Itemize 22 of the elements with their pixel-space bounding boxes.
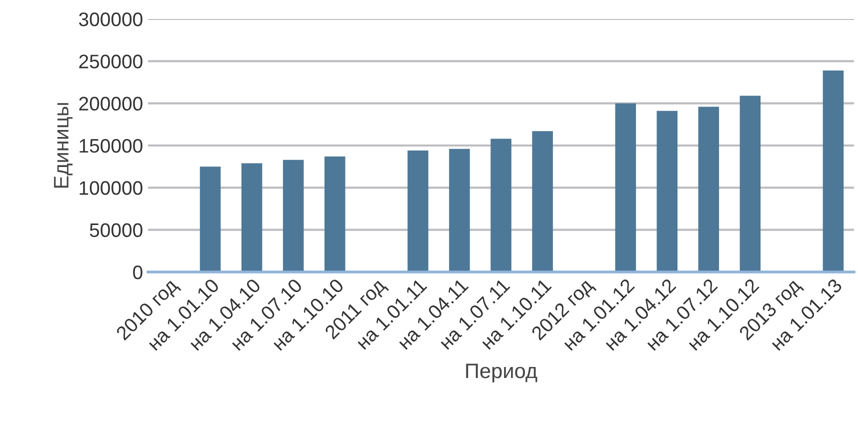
x-axis-title: Период [466, 364, 538, 382]
y-tick-label: 50000 [90, 223, 142, 238]
bar [615, 103, 636, 272]
bar [532, 131, 553, 272]
y-tick-label: 200000 [79, 96, 142, 111]
y-tick-label: 150000 [80, 138, 142, 153]
bar [449, 148, 470, 272]
bar [241, 163, 262, 272]
bar [822, 70, 844, 272]
bar [656, 110, 678, 272]
y-tick-label: 0 [133, 265, 142, 280]
y-axis-title: Единицы [54, 103, 73, 188]
bar [200, 166, 221, 272]
bar [740, 96, 761, 272]
bar [408, 150, 428, 272]
y-tick-label: 100000 [80, 181, 142, 195]
bar [282, 160, 304, 272]
bar [698, 106, 720, 272]
bar [490, 138, 512, 272]
bar [324, 156, 346, 272]
y-tick-label: 250000 [79, 54, 142, 68]
y-tick-label: 300000 [79, 12, 142, 26]
